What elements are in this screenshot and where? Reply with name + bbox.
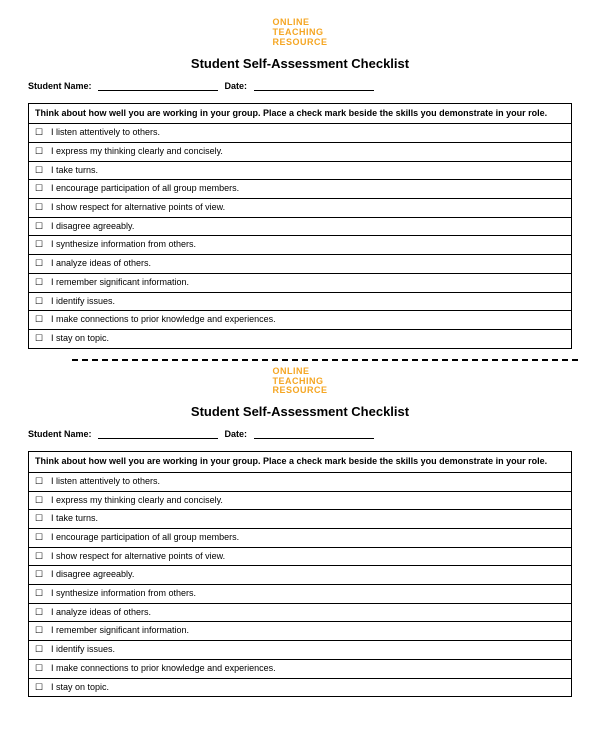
item-text: I disagree agreeably. <box>51 221 134 231</box>
logo-line-3: RESOURCE <box>272 38 327 48</box>
instruction-cell: Think about how well you are working in … <box>29 103 572 124</box>
item-text: I take turns. <box>51 165 98 175</box>
cut-line-wrap <box>72 359 578 361</box>
checkbox-icon[interactable]: ☐ <box>35 607 51 619</box>
checklist-row: ☐I identify issues. <box>29 292 572 311</box>
checkbox-icon[interactable]: ☐ <box>35 221 51 233</box>
item-text: I stay on topic. <box>51 333 109 343</box>
item-text: I show respect for alternative points of… <box>51 202 225 212</box>
date-input-line[interactable] <box>254 82 374 91</box>
item-text: I analyze ideas of others. <box>51 607 151 617</box>
checklist-row: ☐I synthesize information from others. <box>29 585 572 604</box>
checkbox-icon[interactable]: ☐ <box>35 277 51 289</box>
item-text: I identify issues. <box>51 296 115 306</box>
checklist-row: ☐I stay on topic. <box>29 329 572 348</box>
instruction-cell: Think about how well you are working in … <box>29 452 572 473</box>
checkbox-icon[interactable]: ☐ <box>35 495 51 507</box>
checklist-row: ☐I encourage participation of all group … <box>29 529 572 548</box>
logo-text: ONLINE TEACHING RESOURCE <box>272 367 327 397</box>
checkbox-icon[interactable]: ☐ <box>35 183 51 195</box>
checklist-row: ☐I remember significant information. <box>29 273 572 292</box>
checklist-row: ☐I remember significant information. <box>29 622 572 641</box>
name-input-line[interactable] <box>98 430 218 439</box>
item-text: I synthesize information from others. <box>51 239 196 249</box>
checkbox-icon[interactable]: ☐ <box>35 625 51 637</box>
form-line: Student Name: Date: <box>28 81 572 91</box>
checkbox-icon[interactable]: ☐ <box>35 682 51 694</box>
checkbox-icon[interactable]: ☐ <box>35 258 51 270</box>
logo: ONLINE TEACHING RESOURCE <box>28 367 572 397</box>
checkbox-icon[interactable]: ☐ <box>35 513 51 525</box>
item-text: I make connections to prior knowledge an… <box>51 663 276 673</box>
item-text: I identify issues. <box>51 644 115 654</box>
checkbox-icon[interactable]: ☐ <box>35 296 51 308</box>
date-input-line[interactable] <box>254 430 374 439</box>
checklist-row: ☐I listen attentively to others. <box>29 124 572 143</box>
checklist-row: ☐I take turns. <box>29 510 572 529</box>
logo-text: ONLINE TEACHING RESOURCE <box>272 18 327 48</box>
cut-line <box>72 359 578 361</box>
date-label: Date: <box>225 429 248 439</box>
item-text: I disagree agreeably. <box>51 569 134 579</box>
checklist-row: ☐I encourage participation of all group … <box>29 180 572 199</box>
checklist-row: ☐I take turns. <box>29 161 572 180</box>
name-label: Student Name: <box>28 81 92 91</box>
name-input-line[interactable] <box>98 82 218 91</box>
checklist-row: ☐I analyze ideas of others. <box>29 255 572 274</box>
checklist-row: ☐I listen attentively to others. <box>29 472 572 491</box>
checkbox-icon[interactable]: ☐ <box>35 127 51 139</box>
checklist-row: ☐I express my thinking clearly and conci… <box>29 491 572 510</box>
item-text: I express my thinking clearly and concis… <box>51 146 223 156</box>
checkbox-icon[interactable]: ☐ <box>35 644 51 656</box>
checklist-row: ☐I disagree agreeably. <box>29 217 572 236</box>
date-label: Date: <box>225 81 248 91</box>
checkbox-icon[interactable]: ☐ <box>35 239 51 251</box>
checklist-row: ☐I express my thinking clearly and conci… <box>29 143 572 162</box>
item-text: I listen attentively to others. <box>51 127 160 137</box>
checklist-row: ☐I show respect for alternative points o… <box>29 199 572 218</box>
logo: ONLINE TEACHING RESOURCE <box>28 18 572 48</box>
assessment-section-2: ONLINE TEACHING RESOURCE Student Self-As… <box>28 367 572 698</box>
checklist-row: ☐I analyze ideas of others. <box>29 603 572 622</box>
form-line: Student Name: Date: <box>28 429 572 439</box>
checklist-row: ☐I synthesize information from others. <box>29 236 572 255</box>
checkbox-icon[interactable]: ☐ <box>35 532 51 544</box>
checkbox-icon[interactable]: ☐ <box>35 663 51 675</box>
page-title: Student Self-Assessment Checklist <box>28 56 572 71</box>
checkbox-icon[interactable]: ☐ <box>35 569 51 581</box>
item-text: I analyze ideas of others. <box>51 258 151 268</box>
checkbox-icon[interactable]: ☐ <box>35 588 51 600</box>
page-title: Student Self-Assessment Checklist <box>28 404 572 419</box>
assessment-section-1: ONLINE TEACHING RESOURCE Student Self-As… <box>28 18 572 349</box>
checklist-table: Think about how well you are working in … <box>28 451 572 697</box>
checkbox-icon[interactable]: ☐ <box>35 314 51 326</box>
checkbox-icon[interactable]: ☐ <box>35 165 51 177</box>
logo-line-3: RESOURCE <box>272 386 327 396</box>
checkbox-icon[interactable]: ☐ <box>35 202 51 214</box>
checklist-row: ☐I make connections to prior knowledge a… <box>29 659 572 678</box>
item-text: I remember significant information. <box>51 625 189 635</box>
checklist-row: ☐I show respect for alternative points o… <box>29 547 572 566</box>
item-text: I stay on topic. <box>51 682 109 692</box>
name-label: Student Name: <box>28 429 92 439</box>
item-text: I encourage participation of all group m… <box>51 183 239 193</box>
checkbox-icon[interactable]: ☐ <box>35 551 51 563</box>
checklist-row: ☐I make connections to prior knowledge a… <box>29 311 572 330</box>
item-text: I listen attentively to others. <box>51 476 160 486</box>
item-text: I take turns. <box>51 513 98 523</box>
checklist-row: ☐I disagree agreeably. <box>29 566 572 585</box>
item-text: I remember significant information. <box>51 277 189 287</box>
checkbox-icon[interactable]: ☐ <box>35 146 51 158</box>
item-text: I encourage participation of all group m… <box>51 532 239 542</box>
item-text: I express my thinking clearly and concis… <box>51 495 223 505</box>
item-text: I make connections to prior knowledge an… <box>51 314 276 324</box>
checkbox-icon[interactable]: ☐ <box>35 333 51 345</box>
checklist-table: Think about how well you are working in … <box>28 103 572 349</box>
checkbox-icon[interactable]: ☐ <box>35 476 51 488</box>
checklist-row: ☐I stay on topic. <box>29 678 572 697</box>
item-text: I synthesize information from others. <box>51 588 196 598</box>
item-text: I show respect for alternative points of… <box>51 551 225 561</box>
checklist-row: ☐I identify issues. <box>29 641 572 660</box>
